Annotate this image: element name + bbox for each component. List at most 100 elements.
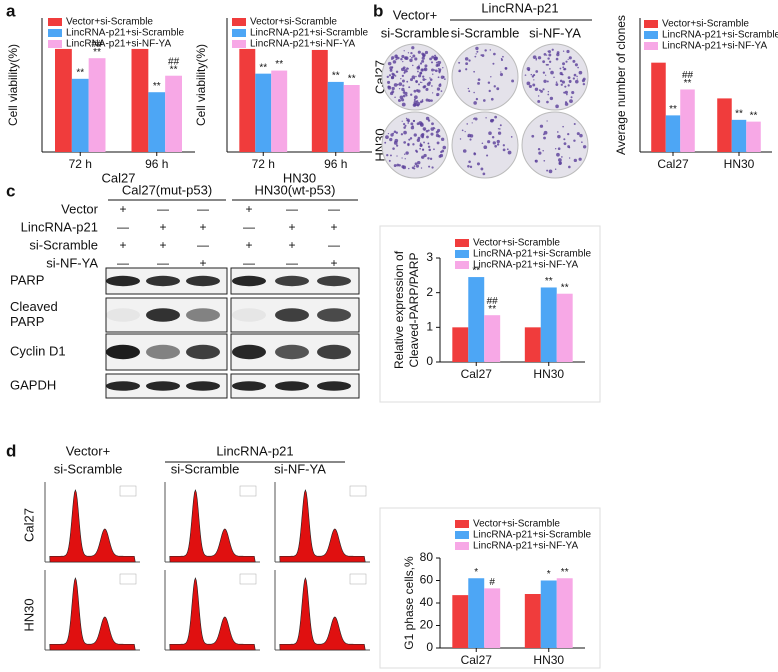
histogram-legend [239, 485, 257, 497]
blot-band [146, 308, 180, 322]
x-tick-label: 96 h [145, 157, 168, 171]
colony [413, 95, 418, 100]
colony [443, 78, 446, 81]
histogram-peak [169, 489, 256, 563]
legend-label: LincRNA-p21+si-Scramble [66, 28, 185, 39]
colony [548, 60, 552, 63]
colony [496, 139, 500, 144]
colony [433, 148, 435, 151]
colony [465, 62, 469, 66]
colony [417, 50, 421, 54]
colony [494, 115, 498, 119]
colony [408, 167, 410, 170]
colony [481, 142, 484, 145]
colony [429, 57, 433, 61]
significance-mark: * [474, 567, 478, 578]
colony [421, 99, 424, 101]
colony [468, 160, 471, 164]
legend-label: LincRNA-p21+si-Scramble [662, 30, 778, 41]
bar [556, 293, 573, 362]
colony [403, 69, 408, 73]
colony [441, 137, 445, 141]
colony [568, 79, 572, 83]
legend-swatch [455, 239, 469, 247]
colony [543, 53, 547, 56]
panel-label: a [6, 1, 16, 20]
colony [528, 84, 532, 88]
colony [394, 96, 396, 98]
condition-sign: — [328, 202, 340, 216]
colony [395, 70, 399, 74]
histogram-legend [119, 485, 137, 497]
blot-label: PARP [10, 314, 44, 329]
colony [410, 93, 413, 96]
colony [417, 160, 421, 165]
bar [452, 327, 469, 362]
colony [393, 83, 398, 87]
colony [467, 165, 470, 168]
colony [532, 73, 536, 77]
significance-mark: ** [750, 110, 758, 121]
colony [548, 50, 551, 54]
colony [402, 66, 406, 70]
colony [402, 61, 404, 63]
colony [542, 88, 545, 91]
colony [398, 82, 403, 86]
colony [402, 94, 406, 98]
colony [416, 100, 419, 103]
colony [421, 59, 425, 63]
x-tick-label: 96 h [324, 157, 347, 171]
colony [473, 152, 476, 155]
bar [343, 85, 360, 152]
colony [402, 165, 407, 170]
colony [394, 140, 396, 143]
condition-sign: + [119, 238, 126, 252]
colony [567, 76, 571, 80]
condition-sign: + [119, 202, 126, 216]
colony [477, 81, 480, 85]
colony [563, 91, 566, 94]
colony [545, 63, 548, 66]
colony [409, 55, 411, 58]
colony [418, 121, 423, 125]
colony [526, 66, 531, 71]
colony [415, 150, 419, 153]
blot-band [106, 344, 140, 360]
colony [542, 71, 546, 74]
x-tick-label: HN30 [533, 653, 564, 667]
colony [402, 91, 406, 94]
group-header: Cal27(mut-p53) [122, 182, 212, 197]
colony [562, 66, 565, 69]
colony [549, 96, 554, 101]
colony [438, 71, 441, 74]
colony [413, 78, 415, 80]
colony [548, 53, 552, 57]
colony [392, 147, 395, 150]
blot-band [275, 344, 309, 360]
colony [435, 61, 438, 64]
colony [549, 68, 551, 70]
colony [499, 72, 504, 77]
blot-band [232, 308, 266, 322]
colony [573, 122, 576, 126]
colony [582, 77, 586, 81]
y-axis-title: Cell viability(%) [6, 44, 20, 126]
colony [542, 150, 544, 152]
colony [418, 74, 422, 78]
column-header: LincRNA-p21 [481, 0, 558, 15]
bar [746, 121, 761, 152]
colony [564, 85, 567, 88]
colony [419, 71, 423, 75]
column-header: si-Scramble [451, 25, 520, 40]
bar [148, 92, 166, 152]
y-tick-label: 2 [426, 285, 433, 299]
bar [468, 277, 485, 362]
colony [556, 152, 560, 157]
colony [542, 133, 545, 136]
colony [408, 86, 411, 89]
colony [389, 154, 392, 157]
colony [391, 56, 395, 60]
blot-label: Cleaved [10, 299, 58, 314]
colony [415, 79, 418, 83]
colony [431, 55, 435, 59]
